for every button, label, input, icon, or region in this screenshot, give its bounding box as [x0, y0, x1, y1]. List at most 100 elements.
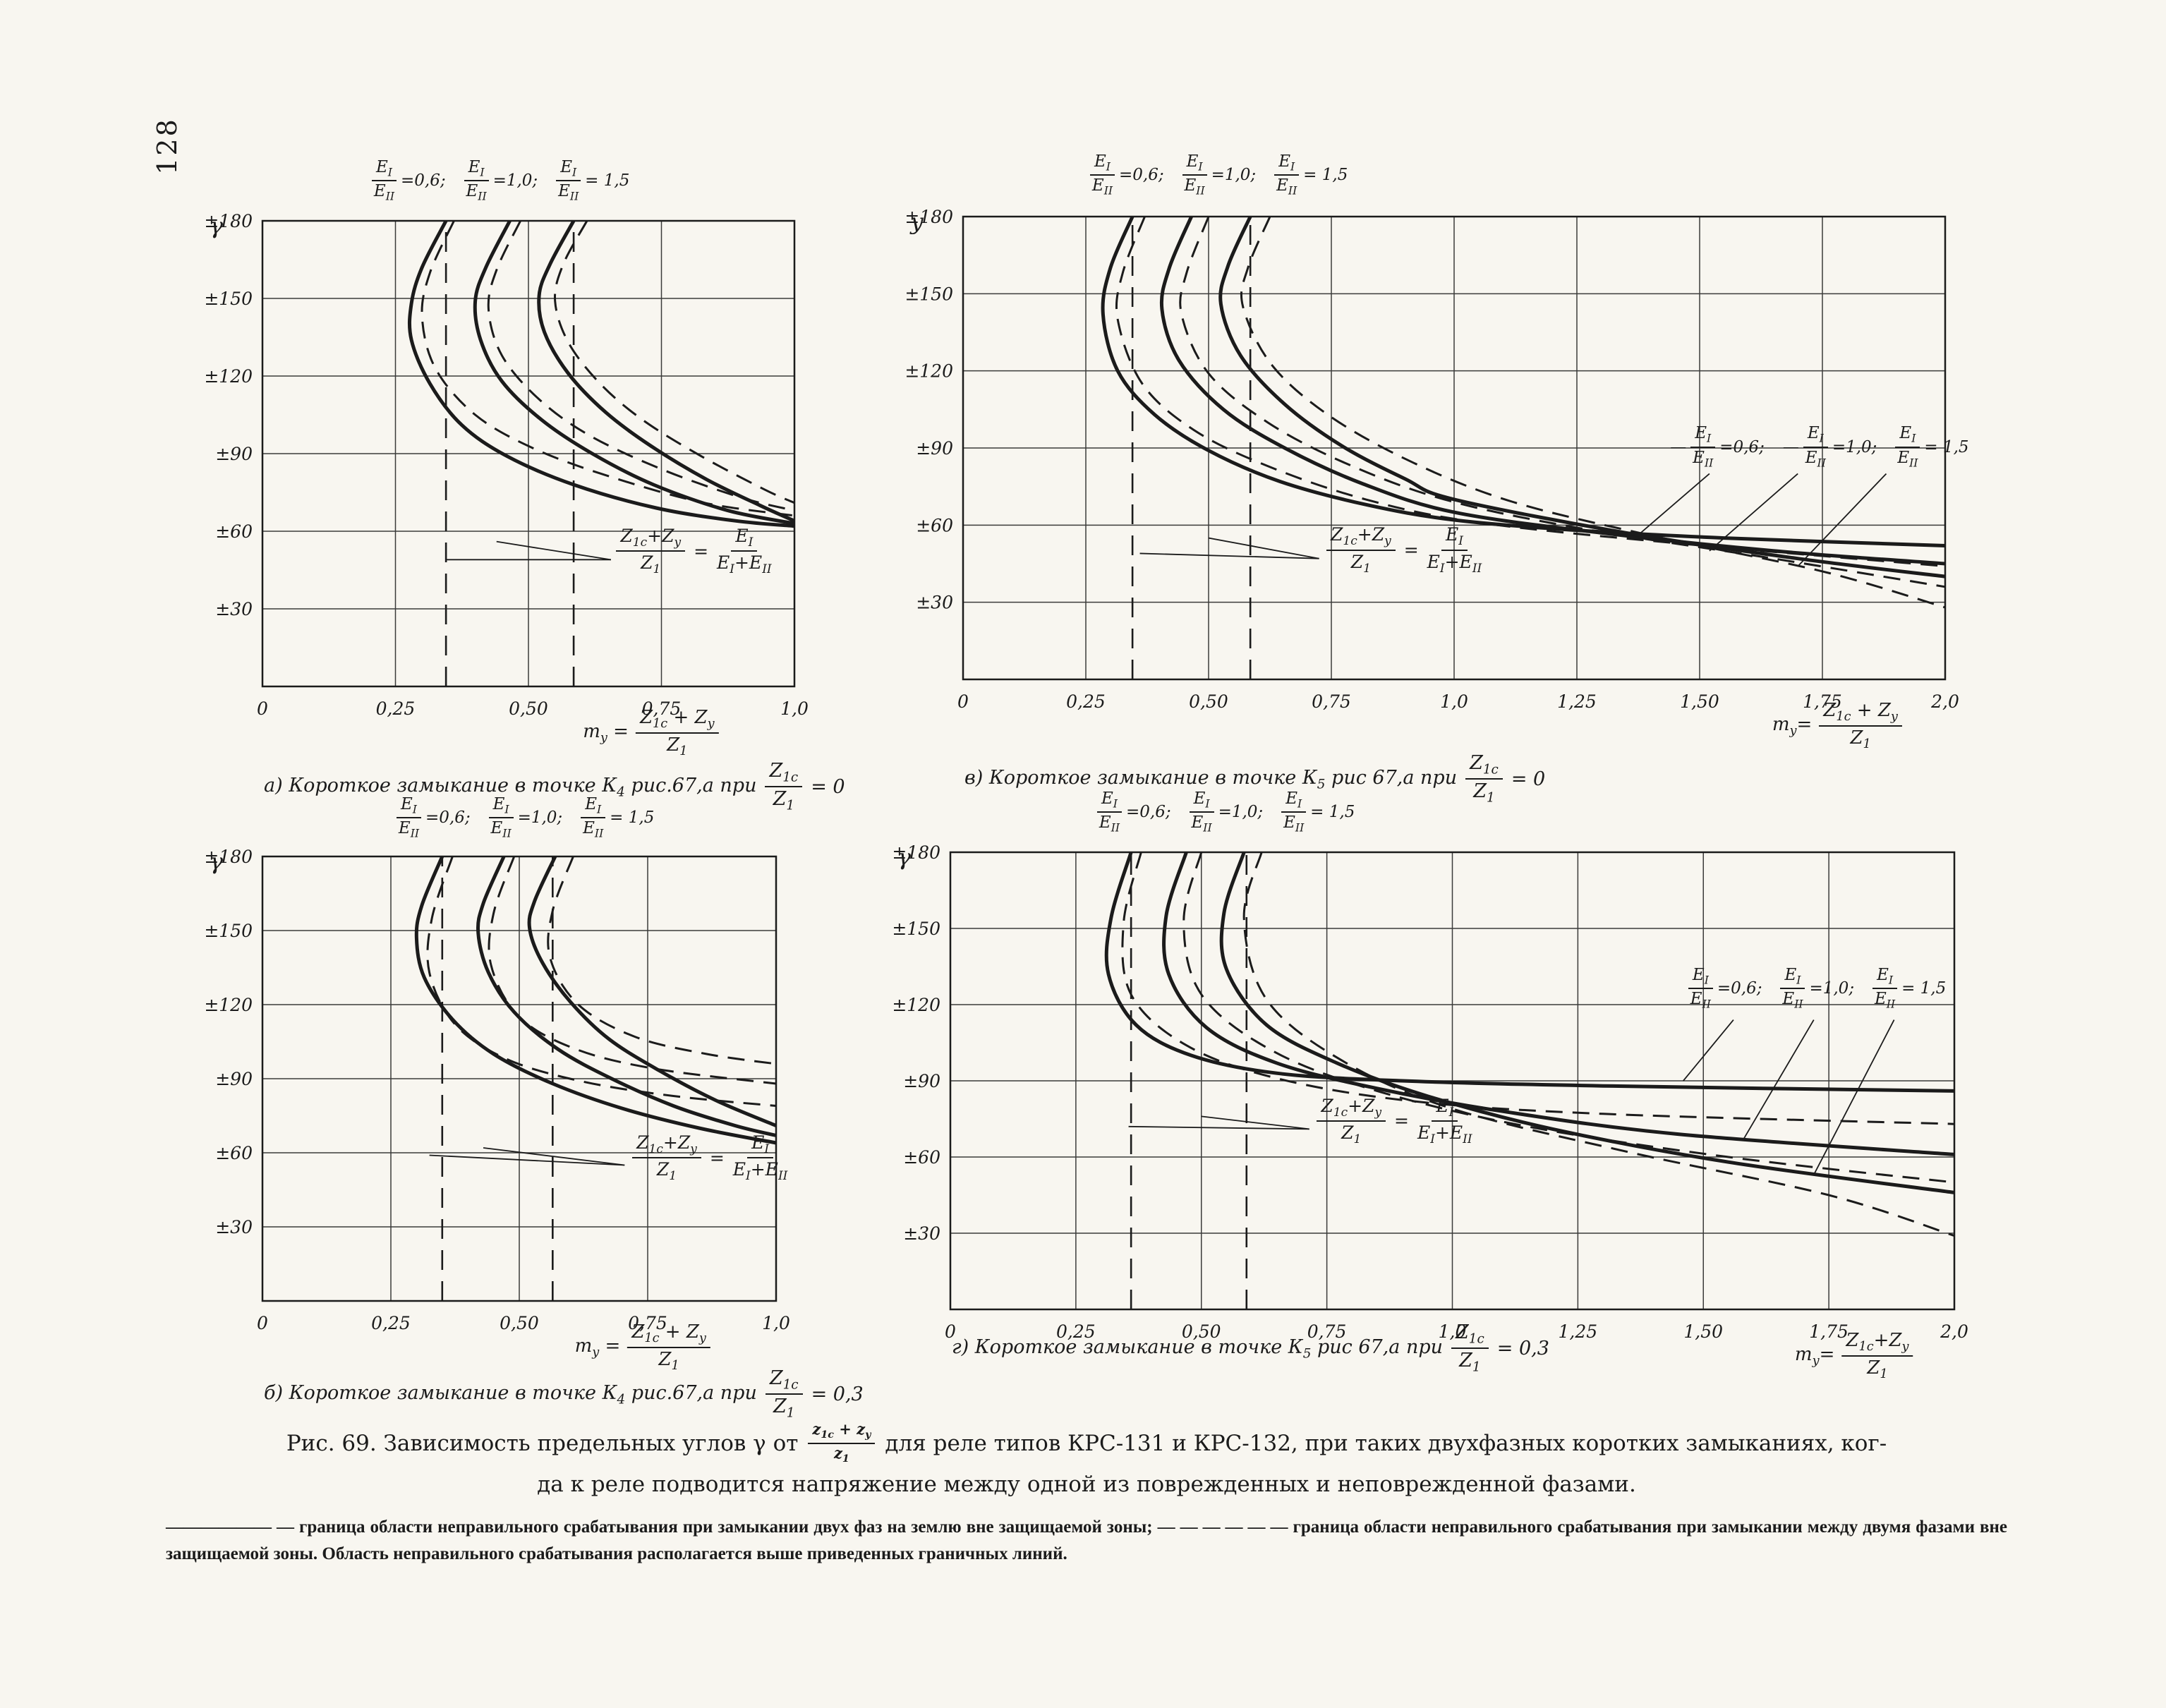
solid-curve-3	[527, 855, 777, 1127]
x-axis-label: my = Z1c + Zy Z1	[575, 1322, 710, 1374]
ratio-entry: EI EII = 1,5	[1274, 152, 1348, 198]
svg-text:2,0: 2,0	[1930, 691, 1959, 712]
svg-text:±60: ±60	[903, 1147, 940, 1168]
chart-panel-v: ±30 ±60 ±90 ±120 ±150 ±180 0 0,25 0,50 0,75 1,0 1,2…	[885, 152, 1968, 805]
leader-lines	[429, 1147, 625, 1166]
ratio-entry: EI EII =0,6;	[1097, 789, 1171, 835]
svg-text:0,75: 0,75	[642, 698, 682, 719]
svg-text:0,75: 0,75	[1307, 1321, 1347, 1342]
svg-text:±90: ±90	[903, 1071, 940, 1091]
formula-annotation: Z1c+Zy Z1 = EI EI+EII	[616, 526, 772, 576]
svg-text:0,75: 0,75	[628, 1313, 667, 1333]
ratio-entry: EI EII =0,6;	[1090, 152, 1164, 198]
svg-text:±180: ±180	[892, 842, 940, 863]
figure-title-line2: да к реле подводится напряжение между од…	[537, 1472, 1636, 1498]
formula-annotation: Z1c+Zy Z1 = EI EI+EII	[1317, 1096, 1472, 1146]
svg-text:1,0: 1,0	[780, 698, 809, 719]
dashed-curve-1	[426, 856, 777, 1107]
solid-curve-3	[1219, 852, 1955, 1194]
ratio-entry: — EI EII =1,0;	[1782, 424, 1877, 470]
grid	[262, 221, 794, 686]
formula-annotation: Z1c+Zy Z1 = EI EI+EII	[632, 1133, 787, 1183]
curves	[408, 219, 796, 528]
tick-labels: ±30 ±60 ±90 ±120 ±150 ±180 0 0,25 0,50 0,75 1,0 1,2…	[904, 207, 1959, 712]
svg-text:0,25: 0,25	[1056, 1321, 1096, 1342]
x-axis-label: my= Z1c + Zy Z1	[1772, 701, 1902, 752]
solid-curve-1	[1104, 852, 1955, 1093]
formula-annotation: Z1c+Zy Z1 = EI EI+EII	[1326, 525, 1482, 575]
svg-text:±90: ±90	[215, 1069, 253, 1089]
svg-text:±150: ±150	[892, 919, 940, 939]
chart-svg-b: ±30 ±60 ±90 ±120 ±150 ±180 0 0,25 0,50 0,75 1,0 γ	[204, 847, 790, 1333]
leader-lines	[446, 540, 612, 561]
dashed-curve-2	[488, 856, 777, 1085]
svg-text:±120: ±120	[204, 995, 253, 1015]
svg-text:0,25: 0,25	[1066, 691, 1106, 712]
ratio-entry: EI EII = 1,5	[1895, 425, 1969, 469]
dashed-guides	[444, 221, 575, 686]
dashed-guides	[441, 856, 554, 1301]
dashed-curve-2	[1179, 216, 1946, 588]
svg-text:γ: γ	[897, 844, 912, 871]
ratio-entry: EI EII =1,0;	[1189, 789, 1263, 835]
svg-text:у: у	[909, 208, 924, 235]
svg-text:±120: ±120	[204, 366, 253, 387]
solid-curve-3	[537, 219, 796, 523]
chart-caption-b: б) Короткое замыкание в точке К4 рис.67,…	[264, 1367, 864, 1421]
dashed-curve-1	[1115, 216, 1946, 568]
solid-curve-3	[1218, 215, 1946, 579]
chart-svg-v: ±30 ±60 ±90 ±120 ±150 ±180 0 0,25 0,50 0,75 1,0 1,2…	[904, 207, 1959, 712]
svg-text:±60: ±60	[215, 1143, 253, 1163]
chart-header: EI EII =0,6; EI EII =1,0; EI EII = 1,5	[397, 795, 654, 840]
chart-header: EI EII =0,6; EI EII =1,0; EI EII = 1,5	[372, 158, 629, 203]
chart-header: EI EII =0,6; EI EII =1,0; EI EII = 1,5	[1097, 789, 1355, 835]
ratio-entry: EI EII = 1,5	[1281, 789, 1355, 835]
svg-text:±120: ±120	[904, 361, 953, 382]
svg-text:0: 0	[257, 1313, 268, 1333]
svg-text:±60: ±60	[916, 515, 953, 535]
curves	[1104, 852, 1955, 1237]
svg-text:γ: γ	[210, 848, 224, 875]
svg-text:0,50: 0,50	[500, 1313, 539, 1333]
svg-text:0,50: 0,50	[1189, 691, 1228, 712]
svg-text:1,50: 1,50	[1683, 1321, 1723, 1342]
svg-text:1,75: 1,75	[1803, 691, 1842, 712]
ratio-entry: EI EII =0,6;	[1688, 966, 1762, 1011]
svg-text:1,0: 1,0	[1439, 1321, 1467, 1342]
svg-text:1,0: 1,0	[1440, 691, 1468, 712]
chart-caption-a: а) Короткое замыкание в точке К4 рис.67,…	[264, 760, 845, 813]
chart-header: EI EII =0,6; EI EII =1,0; EI EII = 1,5	[1090, 152, 1348, 198]
svg-text:±180: ±180	[904, 207, 953, 227]
chart-panel-a: ±30 ±60 ±90 ±120 ±150 ±180 0 0,25 0,50 0,75 1,0 γ EI…	[185, 158, 845, 813]
solid-curve-2	[1159, 216, 1946, 566]
page-number: 128	[151, 117, 183, 175]
svg-text:1,25: 1,25	[1557, 691, 1597, 712]
dashed-curve-3	[1240, 216, 1946, 609]
dashed-guides	[1131, 217, 1252, 679]
chart-svg-g: ±30 ±60 ±90 ±120 ±150 ±180 0 0,25 0,50 0,75 1,0 1,2…	[892, 842, 1968, 1342]
svg-text:±180: ±180	[204, 847, 253, 867]
plot-border	[949, 851, 1956, 1311]
solid-curve-1	[1101, 216, 1946, 547]
svg-text:±60: ±60	[215, 521, 253, 542]
plot-border	[962, 215, 1947, 681]
x-axis-label: my= Z1c+Zy Z1	[1795, 1331, 1913, 1382]
x-axis-label: my = Z1c + Zy Z1	[583, 708, 719, 759]
plot-border	[261, 219, 796, 688]
grid	[950, 852, 1954, 1309]
svg-text:1,75: 1,75	[1809, 1321, 1849, 1342]
chart-panel-g: ±30 ±60 ±90 ±120 ±150 ±180 0 0,25 0,50 0,75 1,0 1,2…	[873, 789, 1968, 1381]
svg-text:±30: ±30	[916, 593, 953, 613]
svg-text:1,25: 1,25	[1559, 1321, 1598, 1342]
solid-curve-2	[476, 855, 777, 1137]
solid-curve-1	[414, 856, 777, 1145]
svg-text:±150: ±150	[904, 284, 953, 304]
svg-text:±150: ±150	[204, 289, 253, 309]
ratio-legend: — EI EII =0,6; — EI EII =1,0; EI EII = 1,5	[1670, 425, 1968, 469]
ratio-entry: EI EII =1,0;	[1182, 152, 1256, 198]
grid	[963, 217, 1945, 679]
ratio-entry: EI EII =1,0;	[1780, 966, 1854, 1011]
svg-text:0,25: 0,25	[371, 1313, 411, 1333]
ratio-entry: EI EII =1,0;	[464, 158, 538, 203]
dashed-guides	[1130, 852, 1248, 1309]
